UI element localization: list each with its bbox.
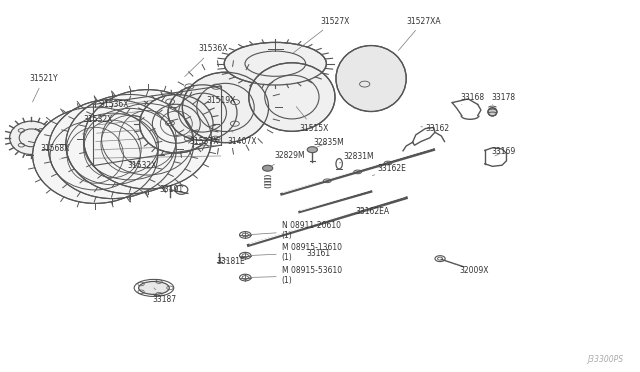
Text: 31527X: 31527X — [294, 17, 349, 53]
Ellipse shape — [49, 99, 176, 199]
Text: 31537X: 31537X — [189, 132, 219, 146]
Text: M 08915-13610
(1): M 08915-13610 (1) — [248, 243, 342, 262]
Text: 32829M: 32829M — [270, 151, 305, 167]
Text: 33178: 33178 — [491, 93, 515, 105]
Ellipse shape — [84, 90, 211, 189]
Text: 33161: 33161 — [306, 245, 330, 258]
Ellipse shape — [66, 94, 193, 194]
Text: 33162E: 33162E — [372, 164, 406, 176]
Text: 32835M: 32835M — [314, 138, 344, 148]
Text: 33162: 33162 — [421, 124, 449, 133]
Text: 32831M: 32831M — [339, 152, 374, 163]
Ellipse shape — [224, 42, 326, 85]
Text: 31515X: 31515X — [296, 107, 329, 133]
Ellipse shape — [168, 85, 237, 140]
Ellipse shape — [140, 94, 213, 153]
Ellipse shape — [249, 63, 335, 131]
Text: 31536X: 31536X — [100, 100, 129, 117]
Text: 33181E: 33181E — [216, 257, 245, 266]
Ellipse shape — [33, 107, 158, 203]
Text: 31532X: 31532X — [127, 161, 157, 170]
Text: 31532X: 31532X — [83, 115, 113, 134]
Ellipse shape — [182, 72, 269, 142]
Ellipse shape — [488, 108, 497, 116]
Text: 31521Y: 31521Y — [29, 74, 58, 102]
Text: N 08911-20610
(1): N 08911-20610 (1) — [248, 221, 340, 240]
Text: 33162EA: 33162EA — [355, 207, 389, 217]
Ellipse shape — [10, 121, 53, 154]
Text: 31519X: 31519X — [206, 96, 236, 112]
Ellipse shape — [139, 282, 170, 294]
Circle shape — [262, 165, 273, 171]
Text: 31536X: 31536X — [185, 44, 228, 77]
Circle shape — [307, 147, 317, 153]
Text: 31527XA: 31527XA — [399, 17, 441, 51]
Text: M 08915-53610
(1): M 08915-53610 (1) — [248, 266, 342, 285]
Text: 33168: 33168 — [461, 93, 484, 105]
Text: 31568X: 31568X — [40, 144, 70, 160]
Text: 31407X: 31407X — [227, 129, 257, 146]
Text: 32009X: 32009X — [454, 264, 489, 275]
Text: J33300PS: J33300PS — [588, 355, 623, 364]
Ellipse shape — [336, 45, 406, 112]
Ellipse shape — [44, 124, 108, 175]
Text: 33169: 33169 — [491, 147, 515, 156]
Text: 33191: 33191 — [159, 182, 183, 194]
Text: 33187: 33187 — [153, 288, 177, 304]
